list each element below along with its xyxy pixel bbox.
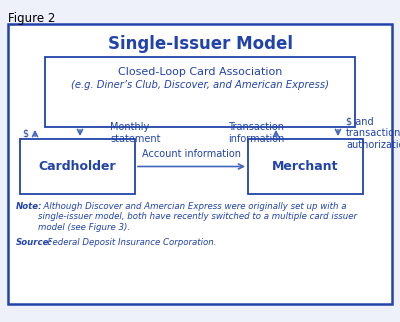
Text: Note:: Note: — [16, 202, 43, 211]
Text: (e.g. Diner’s Club, Discover, and American Express): (e.g. Diner’s Club, Discover, and Americ… — [71, 80, 329, 90]
Text: Transaction
information: Transaction information — [228, 122, 284, 144]
Text: Although Discover and Amercian Express were originally set up with a
single-issu: Although Discover and Amercian Express w… — [38, 202, 357, 232]
FancyBboxPatch shape — [8, 24, 392, 304]
FancyBboxPatch shape — [20, 139, 135, 194]
Text: Figure 2: Figure 2 — [8, 12, 55, 25]
FancyBboxPatch shape — [45, 57, 355, 127]
Text: Federal Deposit Insurance Corporation.: Federal Deposit Insurance Corporation. — [42, 238, 216, 247]
Text: Cardholder: Cardholder — [39, 160, 116, 173]
Text: Source:: Source: — [16, 238, 53, 247]
Text: Single-Issuer Model: Single-Issuer Model — [108, 35, 292, 53]
Text: Closed-Loop Card Association: Closed-Loop Card Association — [118, 67, 282, 77]
Text: Account information: Account information — [142, 148, 241, 158]
Text: Merchant: Merchant — [272, 160, 339, 173]
Text: $: $ — [22, 128, 28, 138]
FancyBboxPatch shape — [248, 139, 363, 194]
Text: Monthly
statement: Monthly statement — [110, 122, 160, 144]
Text: $ and
transaction
authorization: $ and transaction authorization — [346, 116, 400, 150]
